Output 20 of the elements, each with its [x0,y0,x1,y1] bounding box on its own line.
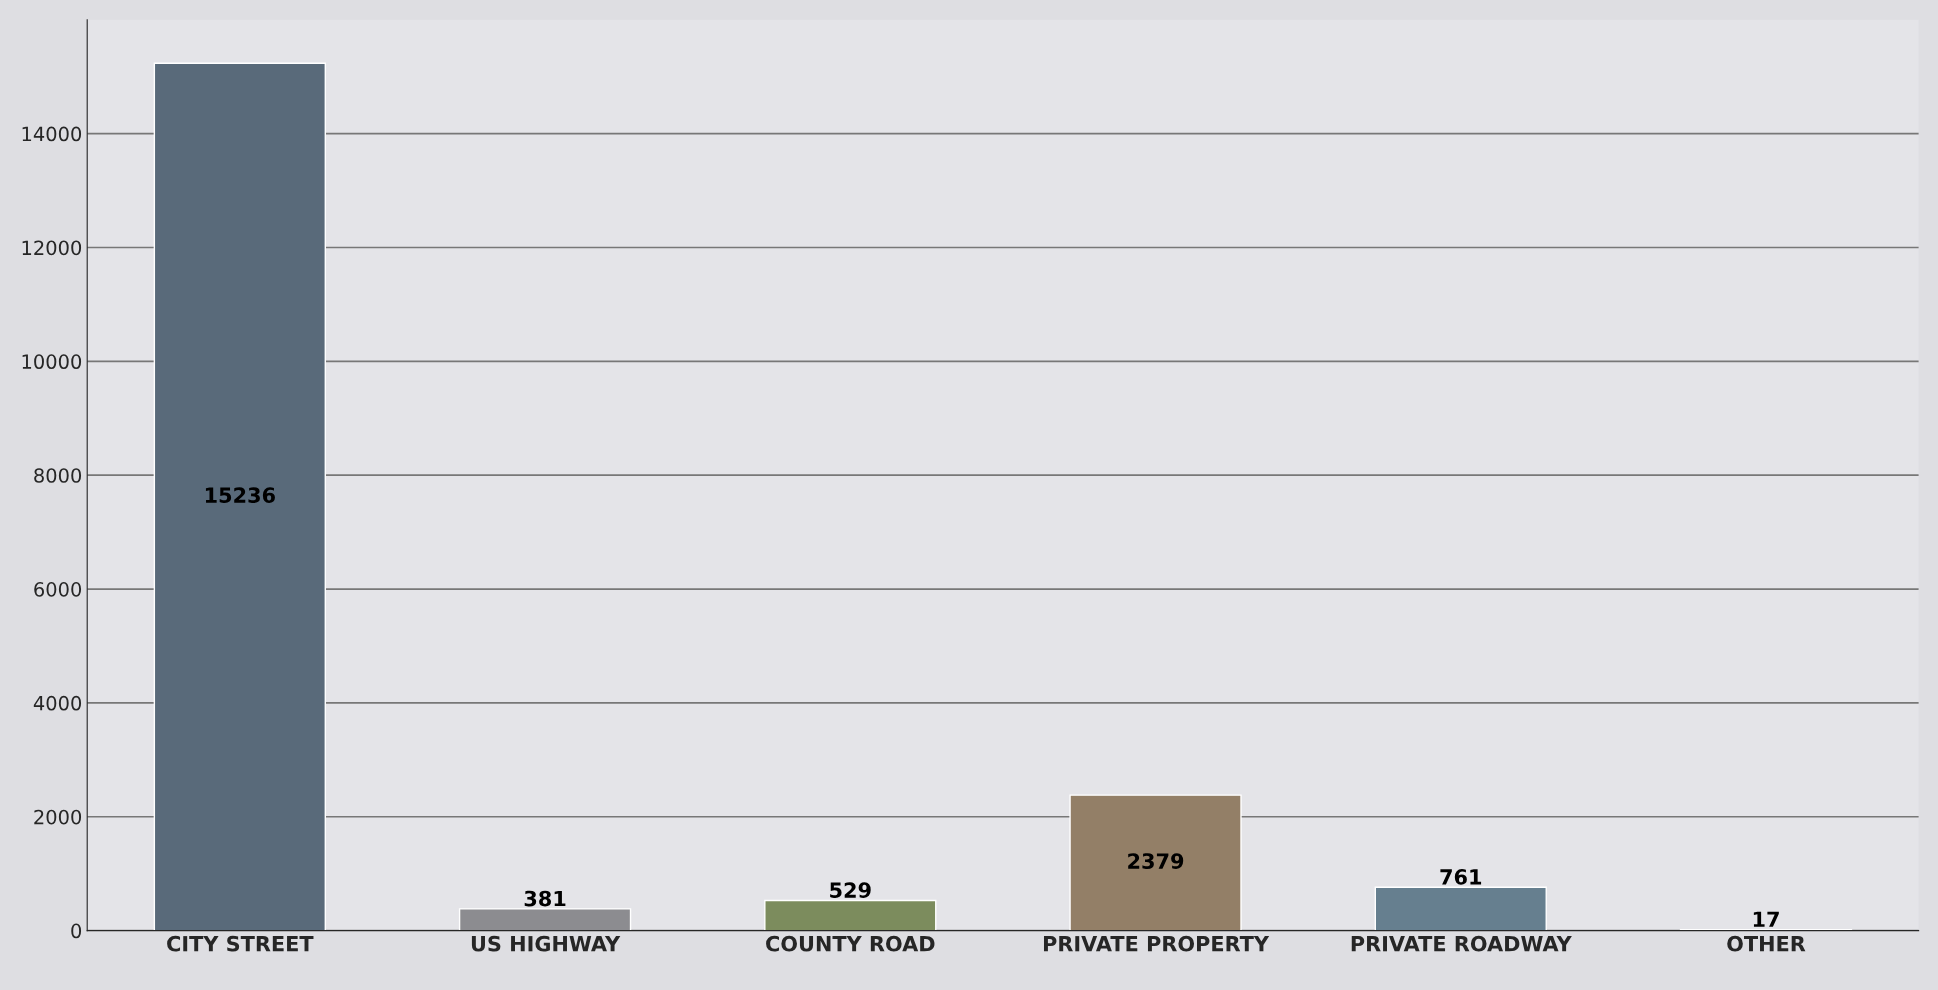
y-tick-label: 12000 [22,240,82,256]
y-tick-label: 2000 [34,809,82,825]
y-tick-label: 4000 [33,695,82,711]
x-tick-label: CITY STREET [167,935,314,952]
y-tick-label: 10000 [22,354,82,370]
data-label: 529 [830,882,871,898]
data-label: 761 [1440,869,1482,885]
data-label: 15236 [205,487,275,503]
x-tick-label: OTHER [1727,935,1806,952]
x-tick-label: COUNTY ROAD [766,935,935,952]
x-tick-label: US HIGHWAY [471,935,621,952]
x-tick-label: PRIVATE PROPERTY [1043,935,1270,952]
data-label: 2379 [1128,853,1184,869]
y-tick-label: 6000 [34,582,82,597]
y-tick-label: 14000 [22,126,82,142]
x-tick-label: PRIVATE ROADWAY [1351,935,1572,952]
y-tick-label: 8000 [34,468,82,483]
y-tick-label: 0 [71,923,82,939]
data-label: 17 [1753,911,1779,927]
data-label: 381 [524,890,566,907]
